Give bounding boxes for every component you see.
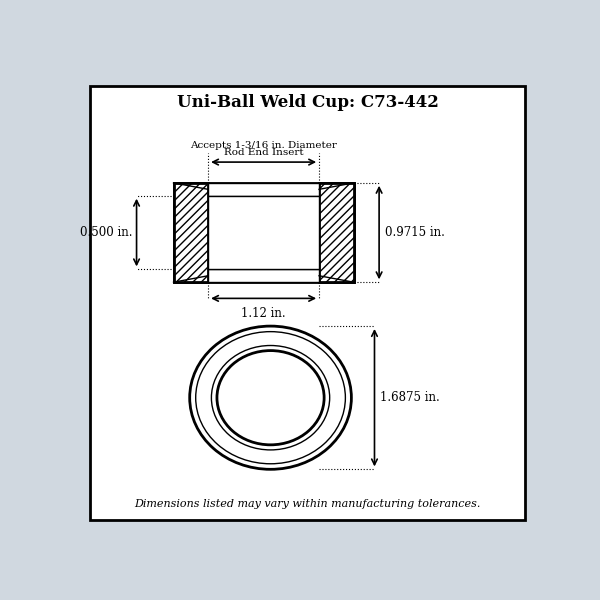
Text: 0.9715 in.: 0.9715 in. (385, 226, 445, 239)
Text: 0.500 in.: 0.500 in. (80, 226, 133, 239)
Bar (173, 183, 354, 282)
Text: Accepts 1-3/16 in. Diameter: Accepts 1-3/16 in. Diameter (190, 140, 337, 149)
Bar (208, 269, 319, 282)
Bar (173, 183, 208, 282)
Text: 1.6875 in.: 1.6875 in. (380, 391, 440, 404)
Bar (319, 183, 354, 282)
Text: 1.12 in.: 1.12 in. (241, 307, 286, 320)
Bar (208, 183, 319, 196)
Text: Dimensions listed may vary within manufacturing tolerances.: Dimensions listed may vary within manufa… (134, 499, 481, 509)
Text: Uni-Ball Weld Cup: C73-442: Uni-Ball Weld Cup: C73-442 (176, 94, 439, 110)
Bar (208, 196, 319, 269)
Text: Rod End Insert: Rod End Insert (224, 148, 304, 157)
